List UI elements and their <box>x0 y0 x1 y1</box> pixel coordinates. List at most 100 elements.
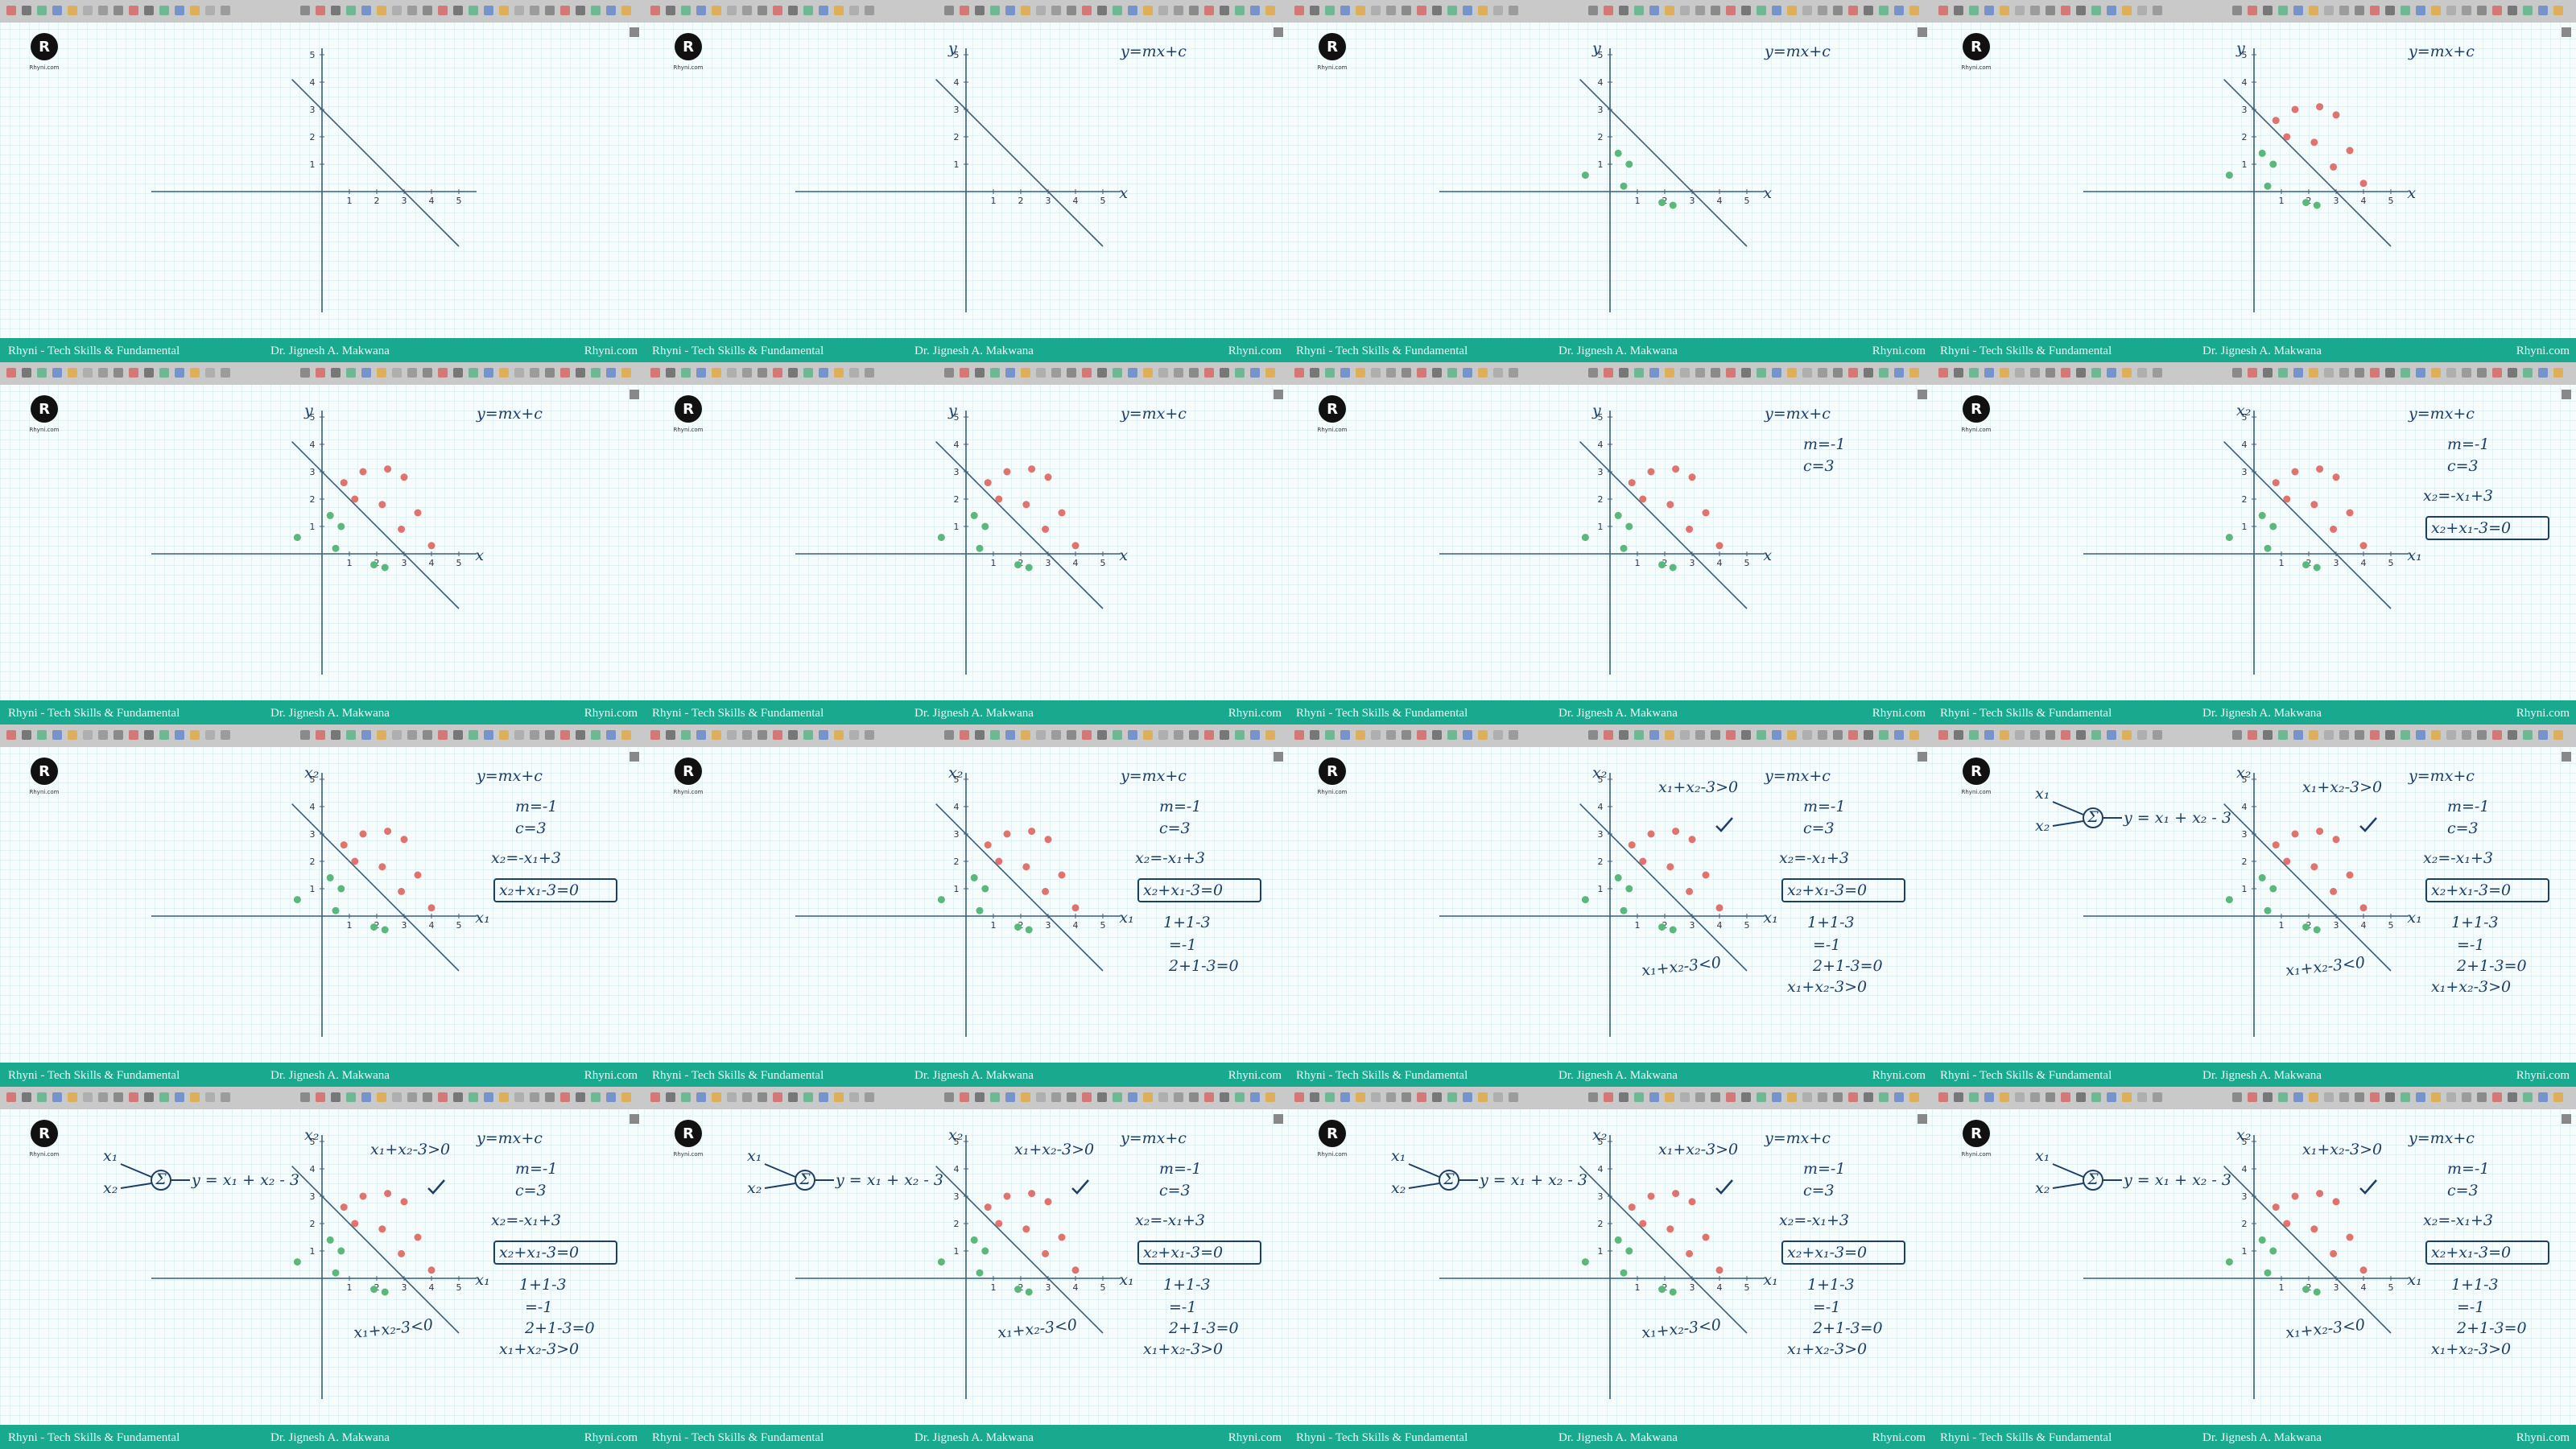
toolbar-button[interactable] <box>2477 1092 2487 1102</box>
toolbar-button[interactable] <box>2324 368 2334 378</box>
toolbar-button[interactable] <box>1021 730 1030 740</box>
toolbar-button[interactable] <box>2122 730 2132 740</box>
toolbar-button[interactable] <box>1082 368 1092 378</box>
toolbar-button[interactable] <box>453 368 463 378</box>
toolbar-button[interactable] <box>1634 1092 1644 1102</box>
toolbar-button[interactable] <box>2523 1092 2533 1102</box>
toolbar-button[interactable] <box>576 730 585 740</box>
toolbar-button[interactable] <box>1879 6 1889 15</box>
toolbar-button[interactable] <box>2232 6 2242 15</box>
toolbar-button[interactable] <box>1402 6 1411 15</box>
toolbar-button[interactable] <box>2446 1092 2456 1102</box>
toolbar-button[interactable] <box>650 730 660 740</box>
toolbar-button[interactable] <box>83 6 93 15</box>
toolbar-button[interactable] <box>1113 730 1122 740</box>
toolbar-button[interactable] <box>2401 6 2410 15</box>
toolbar-button[interactable] <box>2553 730 2563 740</box>
toolbar-button[interactable] <box>1294 1092 1304 1102</box>
toolbar-button[interactable] <box>727 6 737 15</box>
toolbar-button[interactable] <box>1143 6 1153 15</box>
toolbar-button[interactable] <box>2385 730 2395 740</box>
toolbar-button[interactable] <box>1220 6 1229 15</box>
toolbar-button[interactable] <box>2046 6 2055 15</box>
toolbar-button[interactable] <box>773 6 782 15</box>
toolbar-button[interactable] <box>1894 6 1904 15</box>
toolbar-button[interactable] <box>1158 6 1168 15</box>
toolbar-button[interactable] <box>1833 730 1843 740</box>
toolbar-button[interactable] <box>2107 730 2116 740</box>
toolbar-button[interactable] <box>788 730 798 740</box>
toolbar-button[interactable] <box>1726 6 1736 15</box>
toolbar-button[interactable] <box>22 6 31 15</box>
toolbar-button[interactable] <box>681 6 691 15</box>
toolbar-button[interactable] <box>621 6 631 15</box>
toolbar-button[interactable] <box>2122 6 2132 15</box>
toolbar-button[interactable] <box>803 368 813 378</box>
toolbar-button[interactable] <box>2107 368 2116 378</box>
toolbar-button[interactable] <box>392 1092 402 1102</box>
toolbar-button[interactable] <box>530 6 539 15</box>
toolbar-button[interactable] <box>1879 730 1889 740</box>
toolbar-button[interactable] <box>159 368 169 378</box>
toolbar-button[interactable] <box>1833 6 1843 15</box>
toolbar-button[interactable] <box>1067 368 1076 378</box>
toolbar-button[interactable] <box>1680 6 1690 15</box>
toolbar-button[interactable] <box>696 368 706 378</box>
toolbar-button[interactable] <box>1757 1092 1766 1102</box>
toolbar-button[interactable] <box>407 368 417 378</box>
toolbar-button[interactable] <box>1894 368 1904 378</box>
toolbar-button[interactable] <box>159 6 169 15</box>
toolbar-button[interactable] <box>1386 368 1396 378</box>
toolbar-button[interactable] <box>438 368 448 378</box>
toolbar-button[interactable] <box>1371 1092 1381 1102</box>
toolbar-button[interactable] <box>1848 1092 1858 1102</box>
close-button[interactable] <box>1918 1114 1927 1124</box>
toolbar-button[interactable] <box>788 6 798 15</box>
toolbar-button[interactable] <box>960 730 969 740</box>
toolbar-button[interactable] <box>377 1092 386 1102</box>
toolbar-button[interactable] <box>1005 1092 1015 1102</box>
close-button[interactable] <box>1274 1114 1283 1124</box>
toolbar-button[interactable] <box>2076 6 2086 15</box>
toolbar-button[interactable] <box>68 6 77 15</box>
toolbar-button[interactable] <box>1447 730 1457 740</box>
toolbar-button[interactable] <box>1478 1092 1488 1102</box>
toolbar-button[interactable] <box>2416 730 2425 740</box>
toolbar-button[interactable] <box>1235 730 1245 740</box>
toolbar-button[interactable] <box>175 368 184 378</box>
toolbar-button[interactable] <box>300 1092 310 1102</box>
toolbar-button[interactable] <box>144 1092 154 1102</box>
toolbar-button[interactable] <box>1787 368 1797 378</box>
toolbar-button[interactable] <box>2263 368 2273 378</box>
toolbar-button[interactable] <box>1604 6 1613 15</box>
close-button[interactable] <box>1918 390 1927 399</box>
toolbar-button[interactable] <box>2355 730 2364 740</box>
toolbar-button[interactable] <box>865 6 874 15</box>
toolbar-button[interactable] <box>742 730 752 740</box>
toolbar-button[interactable] <box>469 730 478 740</box>
toolbar-button[interactable] <box>2416 368 2425 378</box>
toolbar-button[interactable] <box>2477 730 2487 740</box>
toolbar-button[interactable] <box>484 368 493 378</box>
toolbar-button[interactable] <box>2446 730 2456 740</box>
toolbar-button[interactable] <box>129 730 138 740</box>
toolbar-button[interactable] <box>190 1092 200 1102</box>
toolbar-button[interactable] <box>68 368 77 378</box>
toolbar-button[interactable] <box>1082 730 1092 740</box>
toolbar-button[interactable] <box>2000 730 2009 740</box>
toolbar-button[interactable] <box>2477 368 2487 378</box>
toolbar-button[interactable] <box>560 730 570 740</box>
toolbar-button[interactable] <box>221 730 230 740</box>
toolbar-button[interactable] <box>1174 368 1183 378</box>
toolbar-button[interactable] <box>530 730 539 740</box>
toolbar-button[interactable] <box>1757 730 1766 740</box>
toolbar-button[interactable] <box>1356 6 1365 15</box>
toolbar-button[interactable] <box>2309 368 2318 378</box>
toolbar-button[interactable] <box>1128 368 1137 378</box>
toolbar-button[interactable] <box>1189 6 1199 15</box>
toolbar-button[interactable] <box>1310 1092 1319 1102</box>
toolbar-button[interactable] <box>681 730 691 740</box>
toolbar-button[interactable] <box>144 730 154 740</box>
toolbar-button[interactable] <box>944 730 954 740</box>
toolbar-button[interactable] <box>1021 1092 1030 1102</box>
